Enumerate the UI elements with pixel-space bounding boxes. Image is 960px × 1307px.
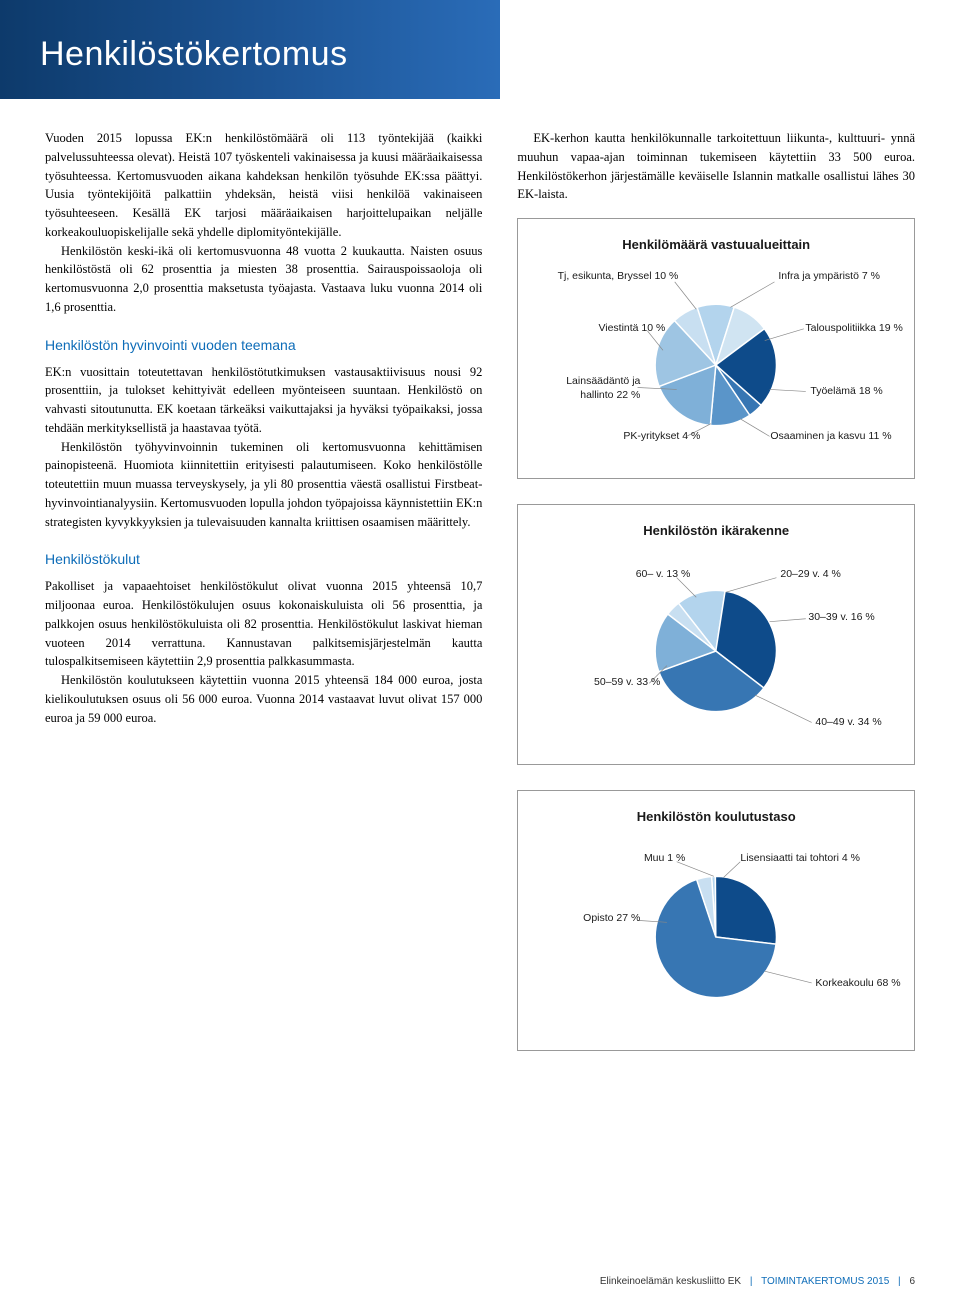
- chart3-title: Henkilöstön koulutustaso: [530, 809, 902, 824]
- wellbeing-p1: EK:n vuosittain toteutettavan henkilöstö…: [45, 363, 482, 438]
- chart-box-1: Henkilömäärä vastuualueittain Tj, esikun…: [517, 218, 915, 479]
- content-columns: Vuoden 2015 lopussa EK:n henkilöstömäärä…: [0, 129, 960, 1076]
- pie-label: PK-yritykset 4 %: [590, 430, 700, 444]
- pie-label: Muu 1 %: [625, 852, 685, 866]
- chart1-pie: Tj, esikunta, Bryssel 10 % Viestintä 10 %…: [530, 270, 902, 460]
- left-column: Vuoden 2015 lopussa EK:n henkilöstömäärä…: [45, 129, 482, 1076]
- pie-label: Korkeakoulu 68 %: [815, 977, 925, 991]
- page-title: Henkilöstökertomus: [40, 35, 460, 74]
- footer-page: 6: [909, 1276, 915, 1287]
- chart2-pie: 60– v. 13 %50–59 v. 33 %40–49 v. 34 %30–…: [530, 556, 902, 746]
- costs-heading: Henkilöstökulut: [45, 551, 482, 567]
- footer-org: Elinkeinoelämän keskusliitto EK: [600, 1276, 741, 1287]
- pie-label: Tj, esikunta, Bryssel 10 %: [528, 270, 678, 284]
- right-column: EK-kerhon kautta henkilökunnalle tarkoit…: [517, 129, 915, 1076]
- pie-label: 50–59 v. 33 %: [560, 676, 660, 690]
- page-footer: Elinkeinoelämän keskusliitto EK | TOIMIN…: [600, 1276, 915, 1287]
- pie-label: 30–39 v. 16 %: [808, 611, 918, 625]
- pie-label: Lisensiaatti tai tohtori 4 %: [740, 852, 910, 866]
- pie-label: 60– v. 13 %: [600, 568, 690, 582]
- costs-p1: Pakolliset ja vapaaehtoiset henkilöstöku…: [45, 577, 482, 671]
- wellbeing-p2: Henkilöstön työhyvinvoinnin tukeminen ol…: [45, 438, 482, 532]
- pie-label: Viestintä 10 %: [575, 322, 665, 336]
- chart2-title: Henkilöstön ikärakenne: [530, 523, 902, 538]
- footer-sep2: |: [892, 1276, 907, 1287]
- pie-slice: [716, 876, 777, 944]
- wellbeing-heading: Henkilöstön hyvinvointi vuoden teemana: [45, 337, 482, 353]
- intro-p2: Henkilöstön keski-ikä oli kertomusvuonna…: [45, 242, 482, 317]
- pie-label: 20–29 v. 4 %: [780, 568, 890, 582]
- header-band: Henkilöstökertomus: [0, 0, 500, 99]
- chart-box-2: Henkilöstön ikärakenne 60– v. 13 % 50–59 …: [517, 504, 915, 765]
- pie-label: Talouspolitiikka 19 %: [805, 322, 935, 336]
- footer-sep: |: [744, 1276, 759, 1287]
- pie-label: Lainsäädäntö ja hallinto 22 %: [530, 375, 640, 402]
- intro-p1: Vuoden 2015 lopussa EK:n henkilöstömäärä…: [45, 129, 482, 242]
- pie-label: Opisto 27 %: [560, 912, 640, 926]
- chart-box-3: Henkilöstön koulutustaso Muu 1 % Opisto 2…: [517, 790, 915, 1051]
- pie-label: Työelämä 18 %: [810, 385, 920, 399]
- pie-label: Osaaminen ja kasvu 11 %: [770, 430, 910, 444]
- pie-label: 40–49 v. 34 %: [815, 716, 925, 730]
- pie-label: Infra ja ympäristö 7 %: [778, 270, 918, 284]
- costs-p2: Henkilöstön koulutukseen käytettiin vuon…: [45, 671, 482, 727]
- chart3-pie: Muu 1 %Opisto 27 %Korkeakoulu 68 %Lisens…: [530, 842, 902, 1032]
- chart1-title: Henkilömäärä vastuualueittain: [530, 237, 902, 252]
- intro-right: EK-kerhon kautta henkilökunnalle tarkoit…: [517, 129, 915, 204]
- footer-doc: TOIMINTAKERTOMUS 2015: [761, 1276, 889, 1287]
